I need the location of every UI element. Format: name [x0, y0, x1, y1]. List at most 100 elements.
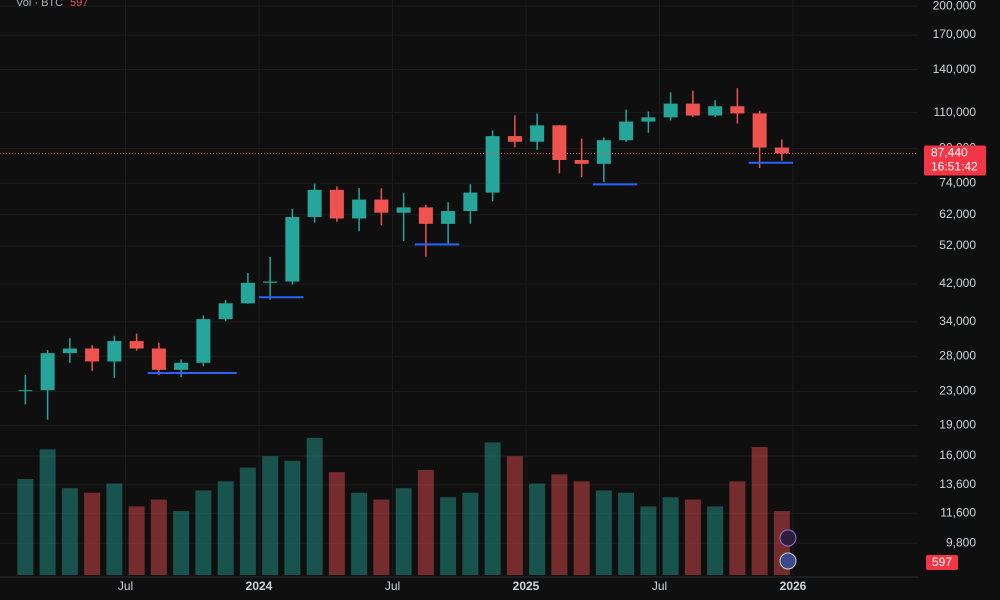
- volume-bar: [462, 492, 479, 575]
- volume-bar: [640, 506, 657, 575]
- volume-bar: [484, 442, 501, 575]
- candle-body: [218, 303, 233, 320]
- candle-layer: [18, 88, 789, 420]
- volume-bar: [529, 483, 546, 575]
- candle-body: [263, 281, 278, 283]
- candle-body: [441, 211, 456, 224]
- volume-bar: [395, 488, 412, 575]
- volume-bar: [684, 499, 701, 575]
- candle-body: [463, 192, 478, 212]
- y-tick-label: 11,600: [940, 505, 976, 519]
- y-tick-label: 42,000: [939, 276, 976, 290]
- y-tick-label: 13,600: [939, 477, 976, 491]
- candle-body: [107, 341, 122, 362]
- volume-bar: [373, 499, 390, 575]
- countdown-label: 16:51:42: [931, 160, 978, 174]
- y-tick-label: 62,000: [939, 207, 976, 221]
- volume-bar: [417, 469, 434, 575]
- y-tick-label: 200,000: [933, 0, 977, 12]
- volume-bar: [662, 497, 679, 575]
- y-tick-label: 19,000: [939, 418, 976, 432]
- x-tick-label: 2024: [246, 579, 273, 593]
- candle-body: [730, 106, 745, 114]
- x-tick-label: Jul: [385, 579, 400, 593]
- y-tick-label: 16,000: [939, 448, 976, 462]
- volume-bar: [595, 490, 612, 575]
- y-tick-label: 140,000: [933, 62, 977, 76]
- y-tick-label: 110,000: [934, 105, 977, 119]
- candle-body: [752, 113, 767, 148]
- volume-bar: [173, 511, 190, 575]
- volume-value: 597: [70, 0, 88, 9]
- y-tick-label: 52,000: [939, 238, 976, 252]
- candle-body: [530, 125, 545, 142]
- volume-bar: [195, 490, 212, 575]
- volume-bar: [217, 481, 234, 575]
- candle-body: [196, 319, 211, 363]
- y-tick-label: 9,800: [946, 535, 976, 549]
- volume-bar: [328, 472, 345, 575]
- volume-bar: [440, 497, 457, 575]
- volume-layer: [17, 437, 790, 575]
- volume-bar: [573, 481, 590, 575]
- volume-bar: [106, 483, 123, 575]
- volume-bar: [61, 488, 78, 575]
- candle-body: [396, 207, 411, 213]
- volume-bar: [551, 474, 568, 575]
- candle-body: [307, 189, 322, 218]
- candle-body: [129, 341, 144, 349]
- flash-icon: [779, 529, 797, 547]
- volume-bar: [306, 437, 323, 575]
- candle-body: [40, 353, 55, 391]
- volume-bar: [351, 492, 368, 575]
- candle-body: [418, 207, 433, 224]
- y-tick-label: 34,000: [939, 314, 976, 328]
- volume-bar: [128, 506, 145, 575]
- candle-body: [485, 136, 500, 193]
- candle-body: [240, 282, 255, 304]
- x-tick-label: 2025: [513, 579, 540, 593]
- volume-bar: [751, 447, 768, 575]
- candle-body: [151, 348, 166, 370]
- volume-bar: [506, 456, 523, 575]
- candle-body: [685, 103, 700, 116]
- flag-icon: [779, 552, 797, 570]
- volume-bar: [150, 499, 167, 575]
- volume-badge-label: 597: [932, 555, 952, 569]
- candle-body: [663, 103, 678, 118]
- candle-body: [708, 106, 723, 116]
- candle-body: [174, 362, 189, 370]
- last-price-badge: [924, 145, 986, 176]
- volume-bar: [84, 492, 101, 575]
- volume-bar: [39, 449, 56, 575]
- volume-bar: [707, 506, 724, 575]
- y-tick-label: 170,000: [933, 27, 977, 41]
- volume-bar: [284, 460, 301, 575]
- x-tick-label: Jul: [652, 579, 667, 593]
- volume-label: Vol · BTC: [16, 0, 63, 9]
- grid: [0, 0, 918, 575]
- candle-body: [85, 348, 100, 362]
- candle-body: [352, 199, 367, 219]
- volume-bar: [262, 456, 279, 575]
- volume-bar: [17, 479, 34, 575]
- y-tick-label: 23,000: [939, 383, 976, 397]
- candle-body: [596, 140, 611, 164]
- volume-bar: [618, 492, 635, 575]
- y-tick-label: 74,000: [939, 175, 976, 189]
- candle-body: [507, 136, 522, 142]
- volume-badge: [926, 555, 958, 570]
- candle-body: [62, 348, 77, 354]
- candle-body: [574, 159, 589, 164]
- candle-body: [374, 199, 389, 213]
- last-price-label: 87,440: [931, 146, 968, 160]
- volume-bar: [729, 481, 746, 575]
- overlay-layer: [0, 152, 918, 374]
- candle-body: [641, 117, 656, 122]
- candle-body: [774, 147, 789, 154]
- candle-body: [285, 217, 300, 282]
- x-tick-label: 2026: [780, 579, 807, 593]
- x-tick-label: Jul: [118, 579, 133, 593]
